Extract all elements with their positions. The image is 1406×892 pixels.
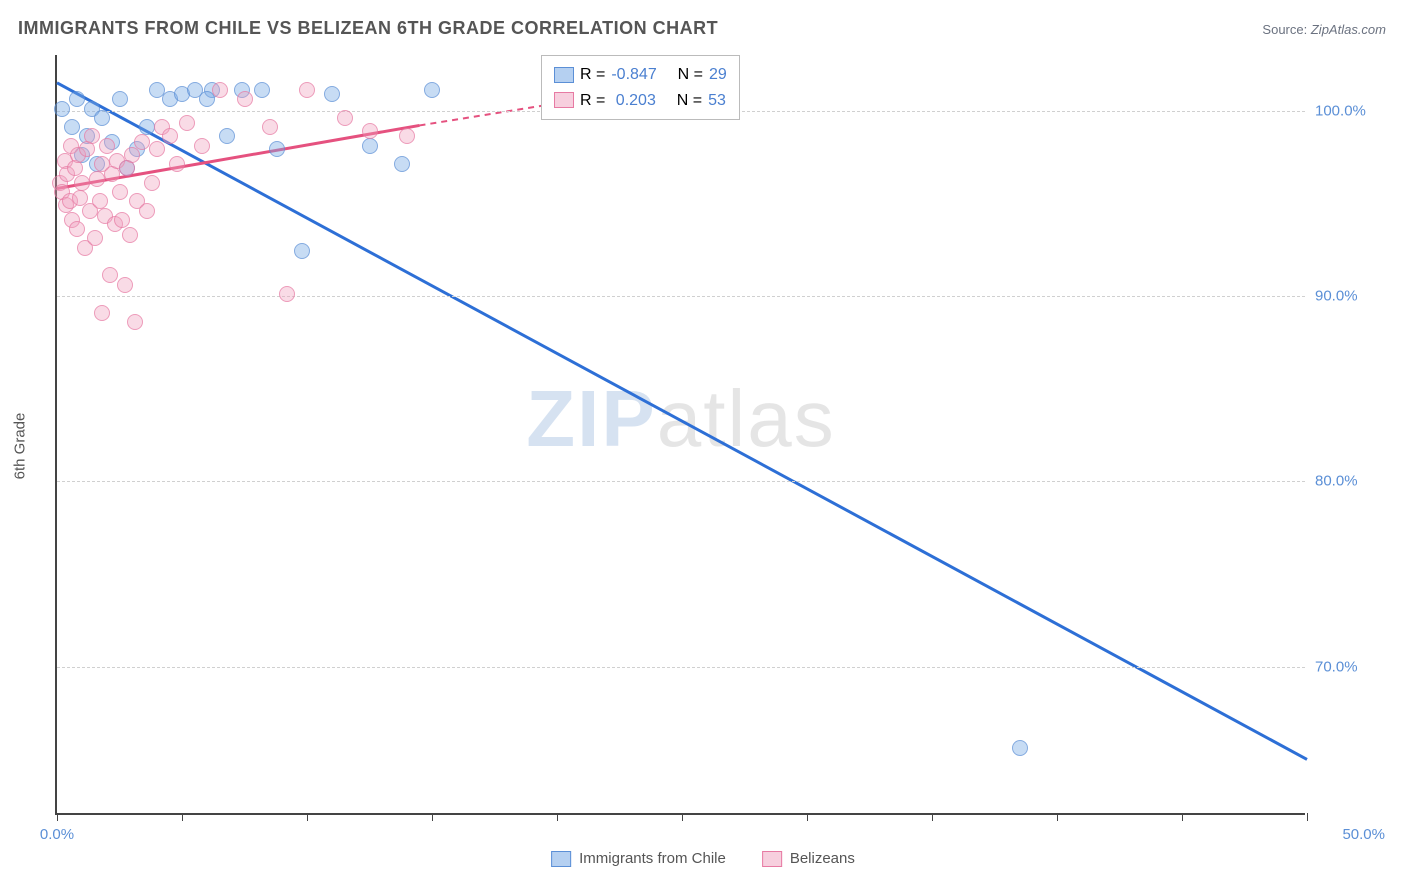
xtick	[1307, 813, 1308, 821]
data-point	[269, 141, 285, 157]
stats-row-chile: R = -0.847 N = 29	[554, 62, 727, 88]
data-point	[94, 110, 110, 126]
data-point	[262, 119, 278, 135]
data-point	[294, 243, 310, 259]
data-point	[64, 119, 80, 135]
data-point	[134, 134, 150, 150]
data-point	[279, 286, 295, 302]
xtick	[432, 813, 433, 821]
data-point	[194, 138, 210, 154]
xtick	[807, 813, 808, 821]
data-point	[99, 138, 115, 154]
data-point	[144, 175, 160, 191]
data-point	[237, 91, 253, 107]
legend-label-chile: Immigrants from Chile	[579, 850, 726, 867]
data-point	[254, 82, 270, 98]
data-point	[114, 212, 130, 228]
xtick	[932, 813, 933, 821]
swatch-blue-icon	[551, 851, 571, 867]
stats-legend: R = -0.847 N = 29 R = 0.203 N = 53	[541, 55, 740, 120]
data-point	[122, 227, 138, 243]
data-point	[149, 141, 165, 157]
regression-line	[57, 83, 1307, 760]
n-value-chile: 29	[709, 62, 727, 88]
data-point	[124, 147, 140, 163]
legend-item-belize: Belizeans	[762, 850, 855, 867]
data-point	[69, 221, 85, 237]
data-point	[169, 156, 185, 172]
xtick	[307, 813, 308, 821]
xtick	[1182, 813, 1183, 821]
y-axis-label: 6th Grade	[12, 413, 29, 480]
data-point	[74, 175, 90, 191]
data-point	[112, 91, 128, 107]
legend-label-belize: Belizeans	[790, 850, 855, 867]
data-point	[89, 171, 105, 187]
gridline	[57, 481, 1305, 482]
chart-title: IMMIGRANTS FROM CHILE VS BELIZEAN 6TH GR…	[18, 18, 718, 39]
data-point	[219, 128, 235, 144]
data-point	[102, 267, 118, 283]
r-value-belize: 0.203	[611, 88, 656, 114]
data-point	[127, 314, 143, 330]
source-label: Source:	[1262, 22, 1307, 37]
data-point	[399, 128, 415, 144]
gridline	[57, 667, 1305, 668]
ytick-label: 80.0%	[1315, 473, 1385, 490]
data-point	[92, 193, 108, 209]
data-point	[94, 305, 110, 321]
r-label: R =	[580, 88, 605, 114]
regression-lines	[57, 55, 1305, 813]
plot-area: ZIPatlas 70.0%80.0%90.0%100.0%0.0%50.0%	[55, 55, 1305, 815]
data-point	[54, 101, 70, 117]
data-point	[139, 119, 155, 135]
data-point	[299, 82, 315, 98]
xtick	[57, 813, 58, 821]
data-point	[117, 277, 133, 293]
xtick-label: 50.0%	[1342, 826, 1385, 843]
data-point	[112, 184, 128, 200]
swatch-pink-icon	[762, 851, 782, 867]
stats-row-belize: R = 0.203 N = 53	[554, 88, 727, 114]
bottom-legend: Immigrants from Chile Belizeans	[551, 850, 855, 867]
data-point	[69, 91, 85, 107]
ytick-label: 100.0%	[1315, 102, 1385, 119]
ytick-label: 70.0%	[1315, 658, 1385, 675]
data-point	[394, 156, 410, 172]
data-point	[337, 110, 353, 126]
source-attribution: Source: ZipAtlas.com	[1262, 22, 1386, 37]
data-point	[324, 86, 340, 102]
data-point	[139, 203, 155, 219]
n-value-belize: 53	[708, 88, 726, 114]
legend-item-chile: Immigrants from Chile	[551, 850, 726, 867]
data-point	[424, 82, 440, 98]
ytick-label: 90.0%	[1315, 287, 1385, 304]
data-point	[362, 123, 378, 139]
r-label: R =	[580, 62, 605, 88]
gridline	[57, 296, 1305, 297]
xtick	[1057, 813, 1058, 821]
xtick	[182, 813, 183, 821]
n-label: N =	[678, 62, 703, 88]
data-point	[162, 128, 178, 144]
xtick-label: 0.0%	[40, 826, 74, 843]
data-point	[1012, 740, 1028, 756]
data-point	[179, 115, 195, 131]
data-point	[87, 230, 103, 246]
r-value-chile: -0.847	[611, 62, 656, 88]
data-point	[212, 82, 228, 98]
xtick	[682, 813, 683, 821]
swatch-blue-icon	[554, 67, 574, 83]
swatch-pink-icon	[554, 92, 574, 108]
data-point	[84, 128, 100, 144]
source-value: ZipAtlas.com	[1311, 22, 1386, 37]
n-label: N =	[677, 88, 702, 114]
data-point	[362, 138, 378, 154]
xtick	[557, 813, 558, 821]
